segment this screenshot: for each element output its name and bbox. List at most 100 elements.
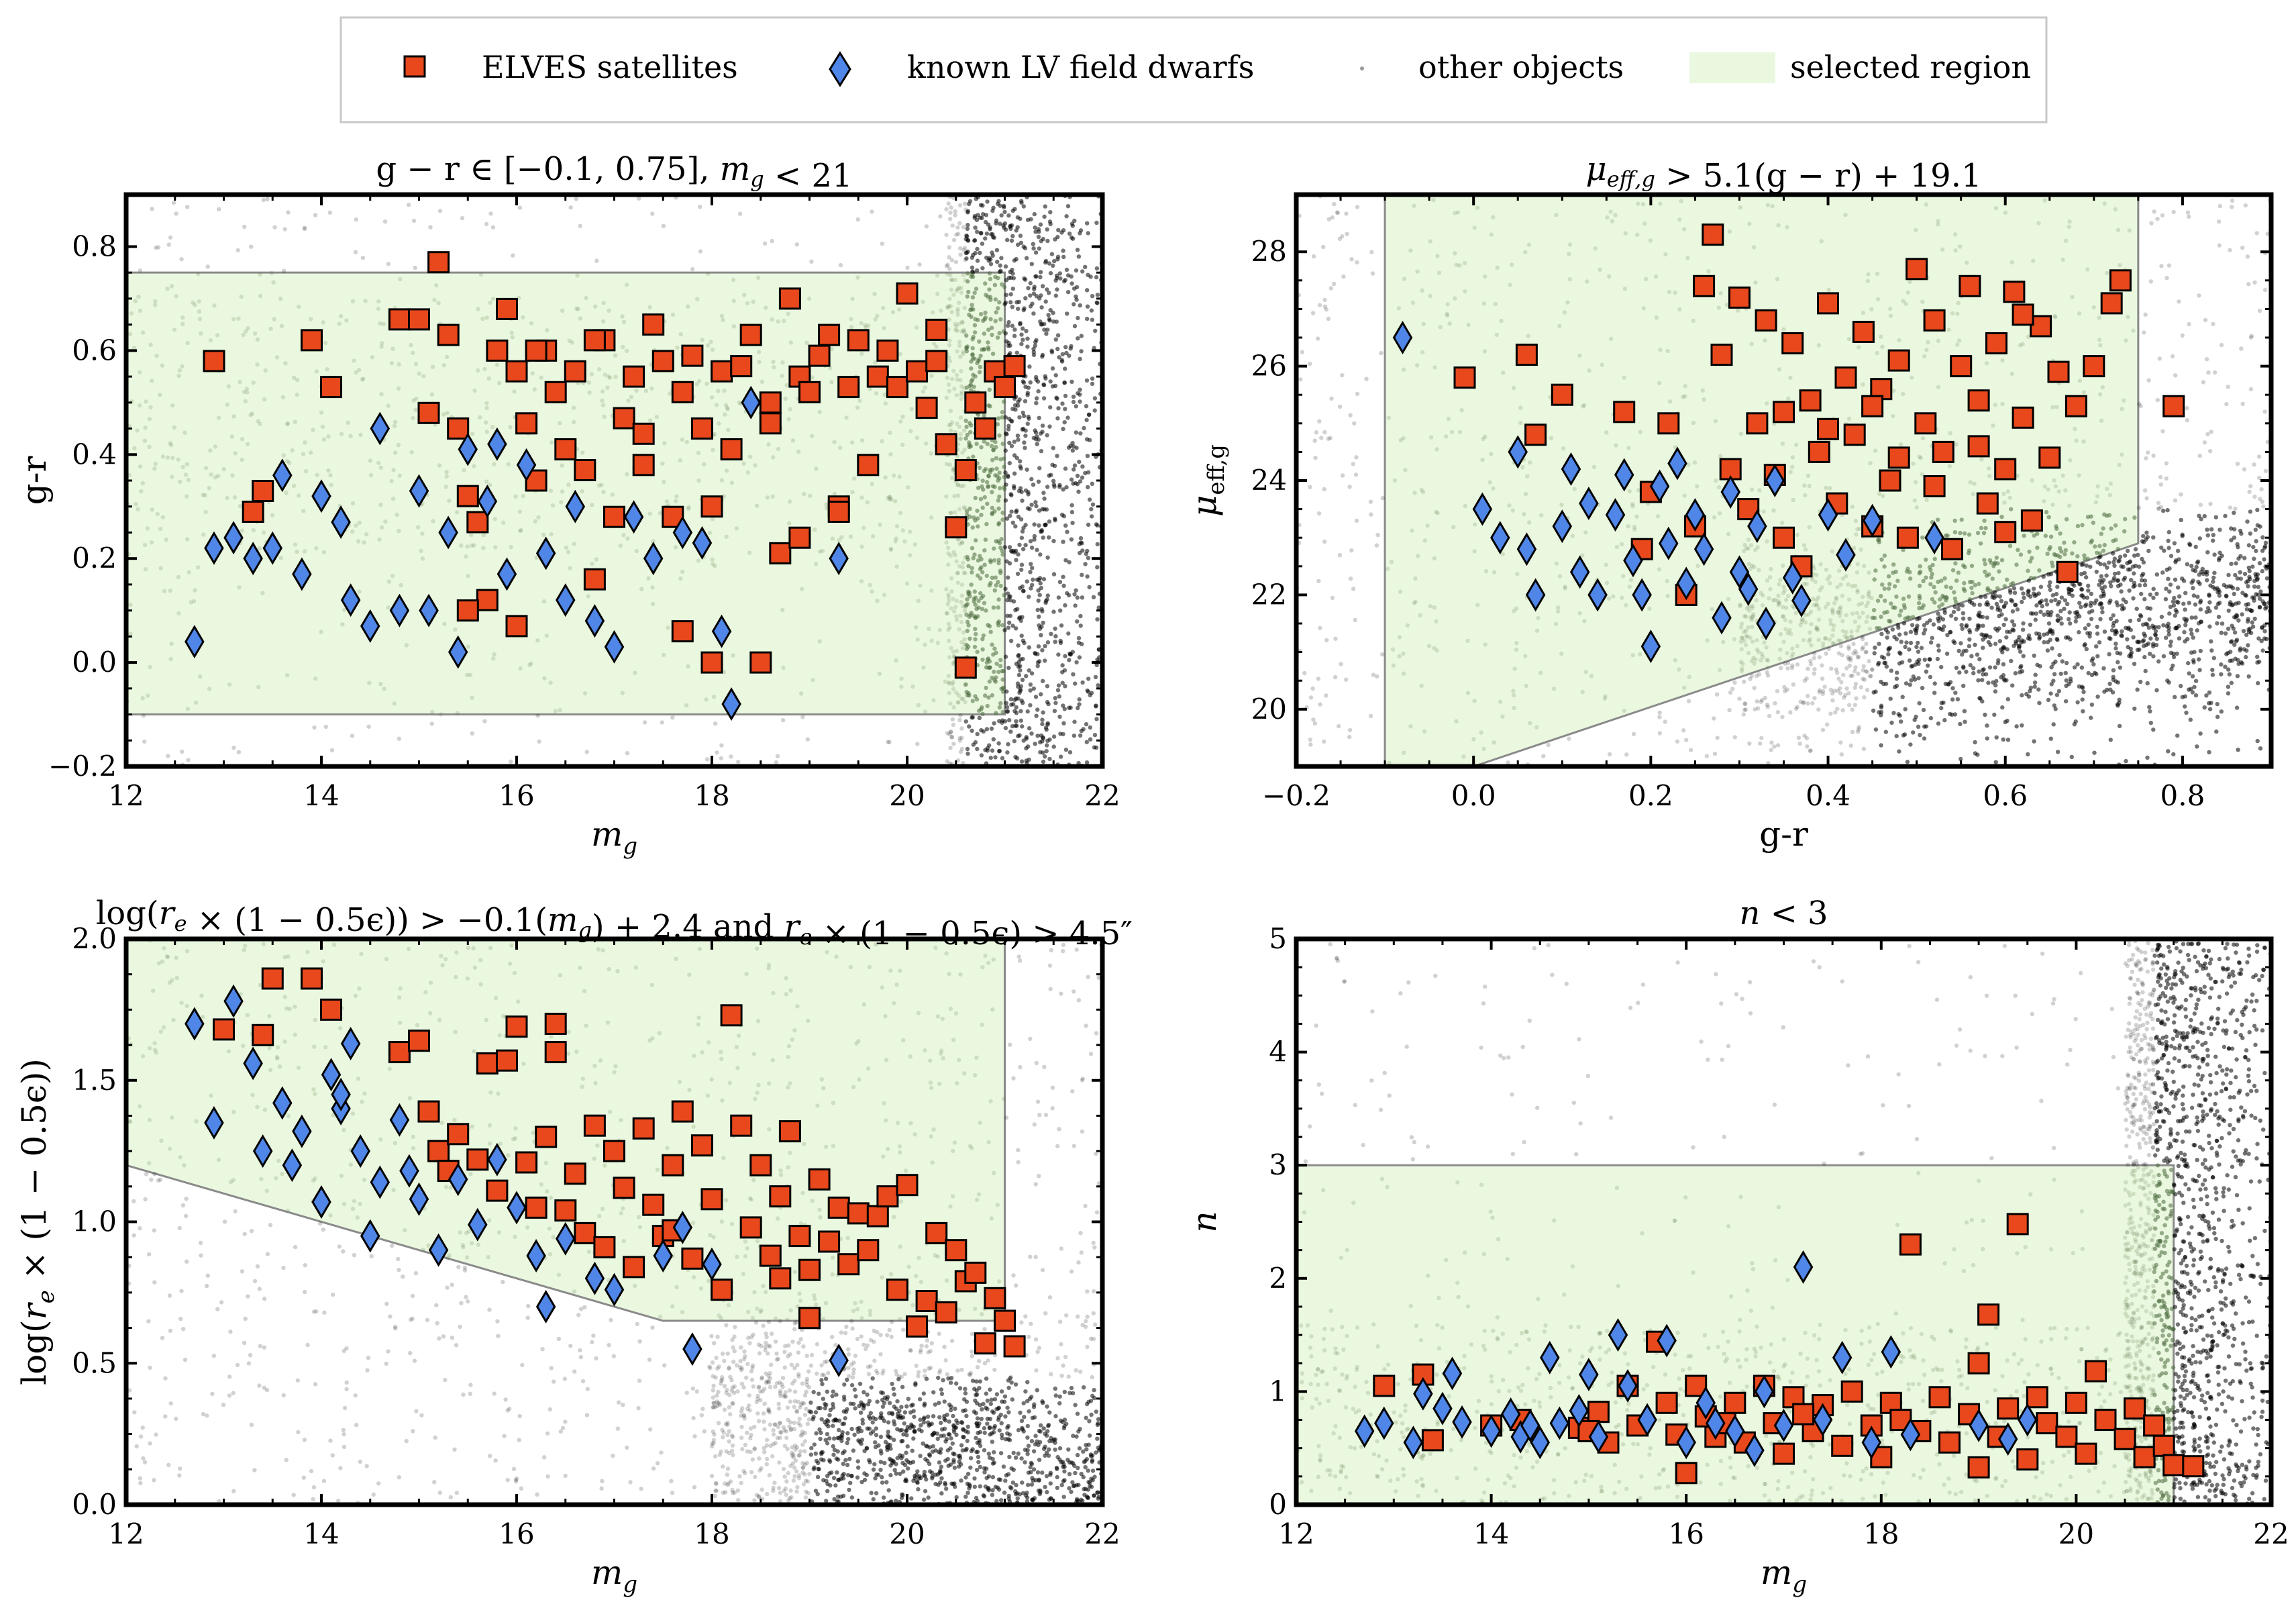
background-point (947, 255, 951, 260)
background-point (931, 310, 935, 315)
background-point (1021, 204, 1027, 209)
background-point (889, 497, 894, 502)
background-point (1012, 471, 1017, 476)
background-point (231, 317, 236, 321)
background-point (674, 499, 678, 503)
background-point (290, 448, 295, 453)
background-point (1832, 601, 1837, 605)
background-point (2032, 533, 2036, 538)
background-point (1640, 202, 1646, 207)
background-point (1570, 534, 1575, 538)
background-point (1928, 582, 1933, 587)
background-point (1018, 321, 1023, 327)
background-point (888, 495, 892, 500)
dwarf-point (584, 604, 605, 638)
background-point (1012, 739, 1017, 744)
background-point (1856, 727, 1861, 732)
background-point (1035, 379, 1041, 384)
background-point (1997, 594, 2002, 599)
background-point (955, 483, 960, 487)
background-point (964, 385, 970, 390)
background-point (1825, 577, 1830, 582)
background-point (578, 316, 583, 321)
background-point (1033, 742, 1037, 746)
background-point (776, 319, 780, 324)
background-point (1665, 593, 1670, 599)
background-point (1898, 651, 1903, 656)
background-point (1031, 311, 1036, 316)
background-point (2142, 488, 2148, 493)
background-point (1831, 641, 1836, 646)
background-point (378, 503, 383, 507)
background-point (992, 546, 996, 551)
background-point (2050, 593, 2055, 598)
background-point (1737, 696, 1742, 701)
background-point (1023, 543, 1028, 548)
background-point (1351, 462, 1356, 466)
background-point (1738, 602, 1742, 607)
background-point (2189, 632, 2194, 636)
background-point (1891, 413, 1895, 419)
background-point (1047, 261, 1052, 266)
background-point (917, 262, 922, 267)
background-point (193, 588, 197, 593)
background-point (2102, 542, 2107, 548)
background-point (2108, 687, 2113, 692)
background-point (2032, 653, 2036, 658)
background-point (147, 444, 152, 450)
background-point (378, 321, 382, 326)
background-point (2020, 599, 2024, 605)
background-point (285, 421, 290, 427)
background-point (1999, 599, 2004, 603)
background-point (2233, 506, 2238, 511)
background-point (1017, 733, 1022, 738)
background-point (1967, 637, 1972, 642)
background-point (2031, 587, 2036, 591)
background-point (1975, 652, 1980, 657)
background-point (2084, 575, 2089, 580)
background-point (2152, 209, 2156, 214)
background-point (1913, 662, 1918, 667)
background-point (1009, 702, 1014, 707)
background-point (256, 419, 260, 423)
background-point (386, 262, 391, 266)
background-point (2145, 755, 2150, 760)
background-point (251, 381, 256, 385)
background-point (429, 392, 434, 397)
background-point (1826, 646, 1831, 652)
background-point (441, 412, 446, 417)
background-point (2092, 601, 2097, 605)
background-point (2060, 257, 2065, 262)
background-point (2104, 573, 2109, 578)
background-point (2246, 617, 2250, 621)
background-point (1078, 479, 1083, 484)
background-point (1830, 549, 1835, 554)
background-point (2223, 664, 2228, 669)
background-point (2101, 578, 2106, 583)
background-point (2248, 335, 2253, 340)
background-point (350, 529, 355, 534)
background-point (888, 497, 892, 502)
background-point (973, 518, 978, 523)
background-point (2077, 630, 2081, 635)
background-point (2154, 636, 2159, 642)
background-point (961, 248, 966, 252)
background-point (690, 266, 695, 272)
background-point (2193, 679, 2199, 683)
background-point (959, 392, 963, 397)
background-point (2260, 535, 2265, 540)
background-point (1446, 416, 1451, 421)
background-point (2119, 589, 2124, 594)
background-point (1009, 223, 1014, 228)
background-point (2211, 532, 2215, 538)
background-point (1061, 426, 1065, 432)
background-point (517, 528, 523, 533)
background-point (1385, 566, 1390, 571)
background-point (982, 317, 987, 321)
background-point (584, 295, 588, 301)
background-point (1830, 611, 1835, 615)
background-point (973, 495, 978, 501)
background-point (964, 689, 969, 695)
background-point (945, 375, 950, 380)
background-point (1085, 574, 1090, 579)
